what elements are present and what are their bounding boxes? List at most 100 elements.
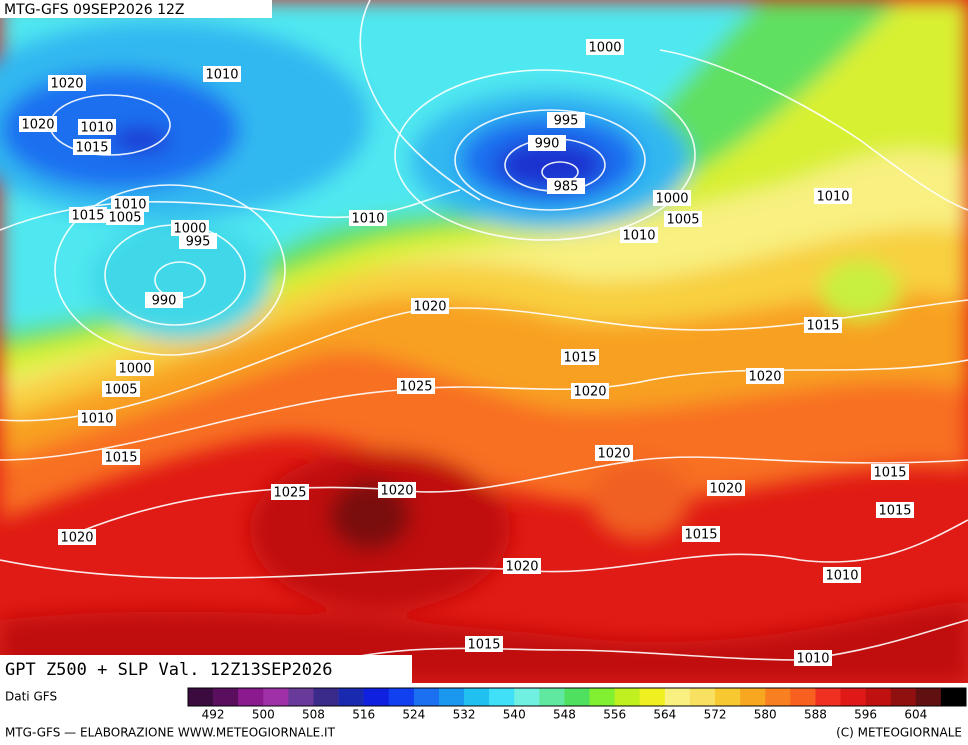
colorbar-swatch (614, 688, 641, 706)
label-bg (271, 484, 309, 500)
isobar-label: 995 (547, 112, 585, 129)
isobar-value: 1010 (816, 190, 849, 205)
label-bg (171, 220, 209, 236)
colorbar-tick-label: 516 (352, 708, 375, 722)
isobar-value: 1010 (205, 68, 238, 83)
colorbar-swatch (313, 688, 339, 706)
isobar-label: 1000 (171, 220, 209, 237)
colorbar-swatch (940, 688, 967, 706)
colorbar-swatch (589, 688, 615, 706)
colorbar-tick-label: 580 (754, 708, 777, 722)
isobar-value: 1005 (108, 211, 141, 226)
colorbar-swatch (238, 688, 264, 706)
isobar-value: 990 (535, 137, 560, 152)
colorbar-swatch (639, 688, 666, 706)
label-bg (102, 449, 140, 465)
isobar-label: 1015 (561, 349, 599, 366)
isobar-value: 1020 (50, 77, 83, 92)
label-bg (707, 480, 745, 496)
isobar-value: 1000 (655, 192, 688, 207)
colorbar-tick-label: 500 (252, 708, 275, 722)
isobar-value: 1020 (709, 482, 742, 497)
isobar-value: 1010 (825, 569, 858, 584)
colorbar-tick-label: 540 (503, 708, 526, 722)
isobar-label: 1000 (653, 190, 691, 207)
isobar-label: 1015 (804, 317, 842, 334)
isobars (0, 0, 968, 671)
isobar-value: 1020 (60, 531, 93, 546)
label-bg (682, 526, 720, 542)
isobar-value: 1015 (563, 351, 596, 366)
colorbar-swatch (765, 688, 791, 706)
colorbar-swatch (438, 688, 465, 706)
colorbar-tick-label: 596 (854, 708, 877, 722)
label-bg (547, 112, 585, 128)
colorbar-swatch (514, 688, 540, 706)
colorbar-tick-label: 556 (603, 708, 626, 722)
isobar-value: 1020 (748, 370, 781, 385)
isobar-label: 1010 (814, 188, 852, 205)
colorbar-tick-label: 572 (704, 708, 727, 722)
colorbar-swatch (865, 688, 892, 706)
isobar-label: 1000 (116, 360, 154, 377)
colorbar-swatch (564, 688, 590, 706)
isobar-label: 1010 (620, 227, 658, 244)
label-bg (111, 196, 149, 212)
isobar-value: 1015 (806, 319, 839, 334)
isobar-label: 1015 (102, 449, 140, 466)
label-bg (586, 39, 624, 55)
isobar-label: 1025 (271, 484, 309, 501)
isobar-label: 1020 (58, 529, 96, 546)
isobar-label: 1020 (707, 480, 745, 497)
isobar-label: 1020 (378, 482, 416, 499)
colorbar-swatch (740, 688, 766, 706)
isobar-value: 1020 (573, 385, 606, 400)
isobar-label: 1020 (571, 383, 609, 400)
colorbar-swatch (915, 688, 942, 706)
isobar-label: 1015 (876, 502, 914, 519)
label-bg (561, 349, 599, 365)
label-bg (871, 464, 909, 480)
isobar-value: 1020 (505, 560, 538, 575)
colorbar-tick-label: 524 (402, 708, 425, 722)
isobar-value: 1015 (75, 141, 108, 156)
label-bg (48, 75, 86, 91)
isobar-label: 1010 (111, 196, 149, 213)
colorbar-swatch (689, 688, 716, 706)
label-bg (397, 378, 435, 394)
isobar-value: 995 (186, 235, 211, 250)
label-bg (620, 227, 658, 243)
isobar-label: 1020 (48, 75, 86, 92)
colorbar-swatch (464, 688, 490, 706)
isobar-value: 1015 (71, 209, 104, 224)
label-bg (78, 119, 116, 135)
colorbar-swatch (489, 688, 515, 706)
colorbar-tick-label: 604 (904, 708, 927, 722)
label-bg (411, 298, 449, 314)
isobar-value: 1010 (80, 412, 113, 427)
colorbar-swatch (188, 688, 214, 706)
isobar-label: 1015 (871, 464, 909, 481)
colorbar-tick-label: 548 (553, 708, 576, 722)
label-bg (69, 207, 107, 223)
colorbar-swatch (363, 688, 390, 706)
isobar-label: 1010 (349, 210, 387, 227)
colorbar-tick-label: 532 (453, 708, 476, 722)
label-bg (58, 529, 96, 545)
colorbar-swatch (213, 688, 239, 706)
label-bg (503, 558, 541, 574)
colorbar-swatch (890, 688, 917, 706)
isobar-label: 995 (179, 233, 217, 250)
isobar-value: 1020 (413, 300, 446, 315)
label-bg (653, 190, 691, 206)
isobar-label: 1015 (69, 207, 107, 224)
label-bg (349, 210, 387, 226)
label-bg (804, 317, 842, 333)
isobar-label: 1005 (664, 211, 702, 228)
isobar-value: 995 (554, 114, 579, 129)
colorbar-tick-label: 588 (804, 708, 827, 722)
label-bg (823, 567, 861, 583)
isobar-label: 1005 (106, 209, 144, 226)
isobar-value: 1010 (622, 229, 655, 244)
colorbar-tick-label: 508 (302, 708, 325, 722)
